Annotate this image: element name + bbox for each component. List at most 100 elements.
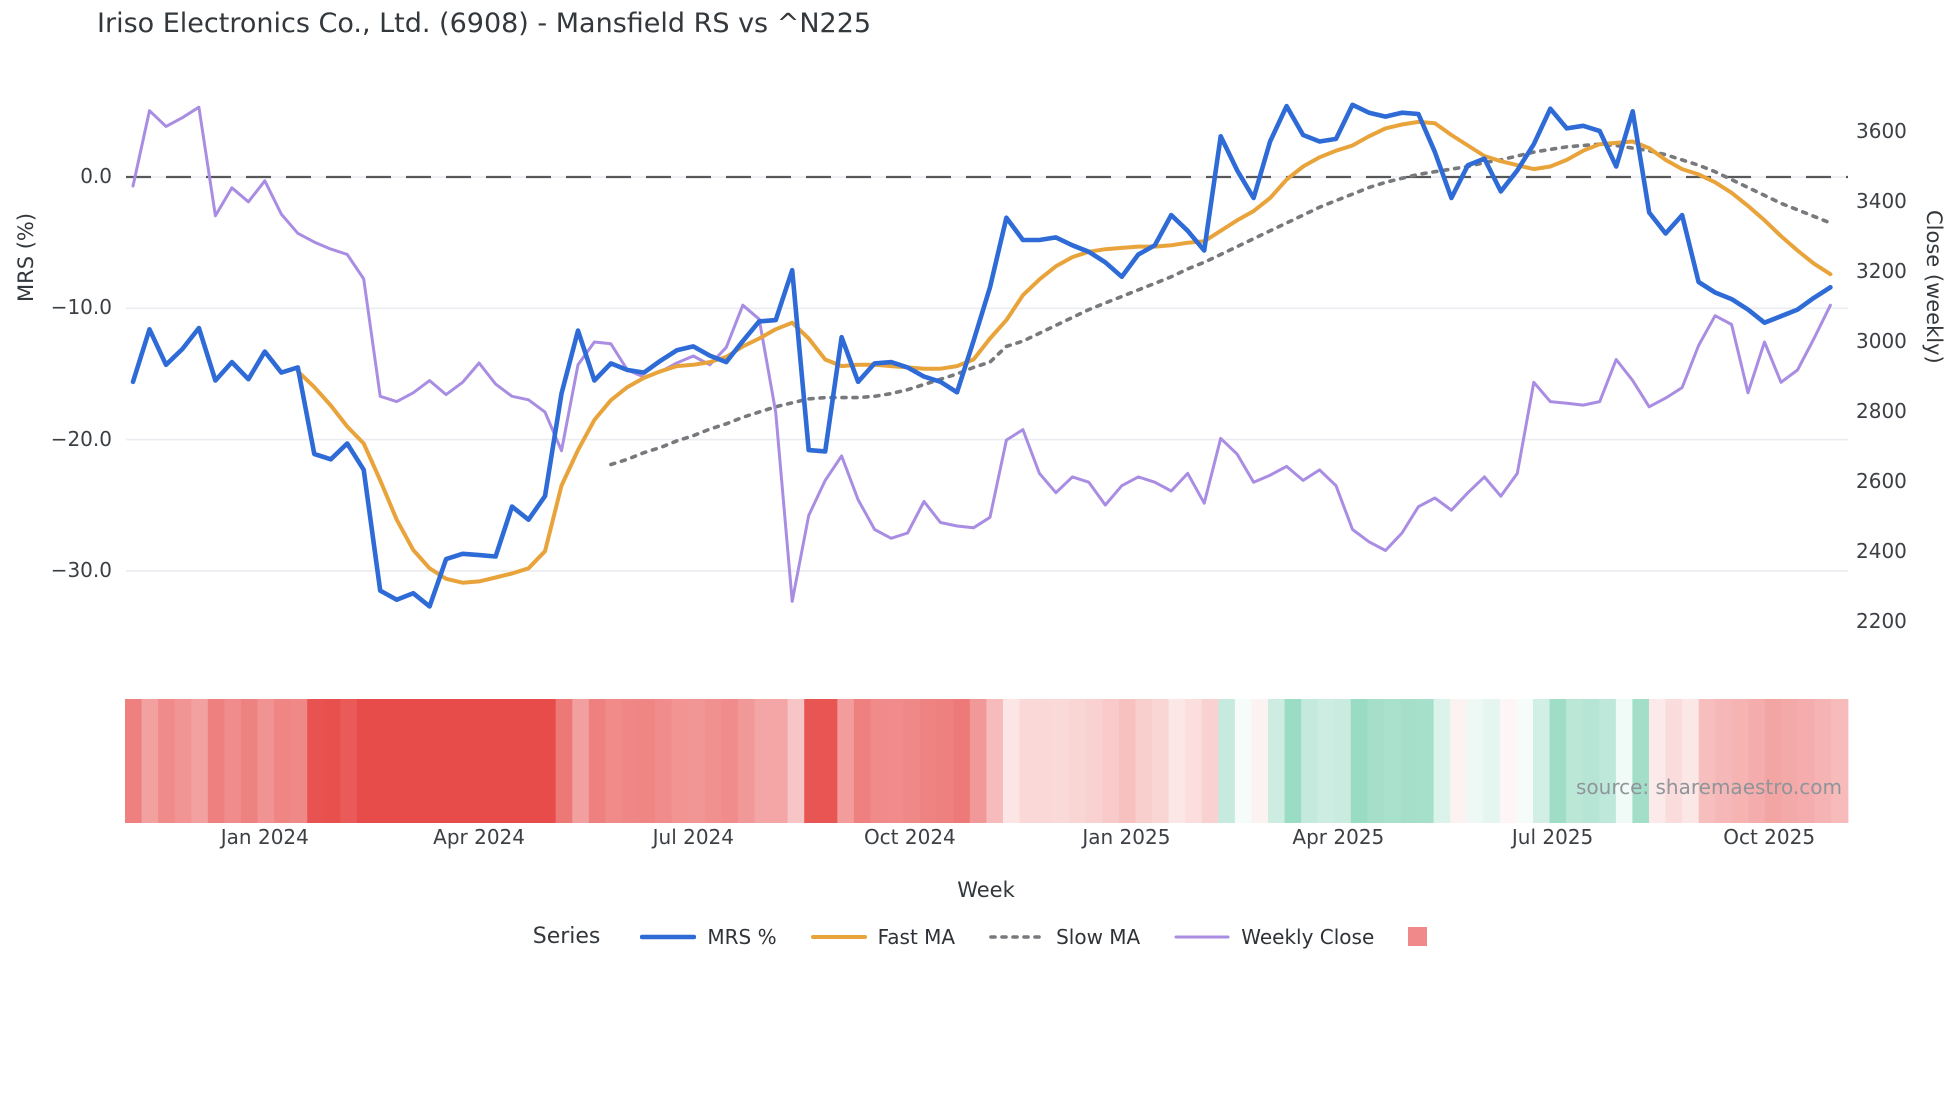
heat-strip-cell — [1499, 699, 1518, 823]
heat-strip-cell — [1234, 699, 1253, 823]
heat-strip-cell — [820, 699, 838, 823]
y-right-tick-label: 2600 — [1856, 469, 1907, 494]
heat-strip-cell — [1665, 699, 1683, 823]
heat-strip-cell — [406, 699, 424, 823]
series-line-slow-ma — [609, 142, 1833, 467]
heat-strip-cell — [472, 699, 491, 823]
series-line-fast-ma — [295, 119, 1833, 585]
heat-strip-cell — [671, 699, 689, 823]
y-left-tick-label: −20.0 — [50, 426, 112, 451]
x-axis-title: Week — [957, 878, 1015, 902]
y-left-tick-label: −30.0 — [50, 557, 112, 582]
heat-strip-cell — [1268, 699, 1286, 823]
heat-strip-cell — [688, 699, 706, 823]
legend-items: MRS % Fast MA Slow MA Weekly Close — [640, 924, 1428, 949]
heat-strip-cell — [1350, 699, 1368, 823]
y-right-tick-label: 2800 — [1856, 399, 1907, 424]
x-tick-label: Jul 2024 — [652, 825, 735, 849]
heat-strip-cell — [1383, 699, 1402, 823]
heat-strip-cell — [456, 699, 474, 823]
legend-item-slow-ma: Slow MA — [989, 925, 1140, 949]
x-tick-label: Jan 2024 — [220, 825, 309, 849]
legend-item-label: MRS % — [707, 924, 777, 949]
x-tick-label: Apr 2024 — [433, 825, 526, 849]
x-tick-label: Apr 2025 — [1292, 825, 1385, 849]
x-tick-label: Oct 2025 — [1723, 825, 1816, 849]
legend-item-weekly-close: Weekly Close — [1174, 925, 1374, 949]
heat-strip-cell — [704, 699, 722, 823]
heat-strip-cell — [1334, 699, 1352, 823]
heat-strip-cell — [141, 699, 159, 823]
legend-item-label: Slow MA — [1056, 924, 1141, 949]
heat-strip-cell — [1317, 699, 1335, 823]
heat-strip-cell — [125, 699, 143, 823]
heat-strip-cell — [1599, 699, 1617, 823]
heat-strip-cell — [853, 699, 872, 823]
heat-strip-cell — [1284, 699, 1302, 823]
heat-strip-cell — [1831, 699, 1849, 823]
heat-strip-cell — [191, 699, 209, 823]
heat-strip-cell — [174, 699, 192, 823]
heat-strip-cell — [1615, 699, 1634, 823]
heat-strip-cell — [1814, 699, 1832, 823]
legend-swatch-icon — [810, 934, 867, 939]
heat-strip-cell — [837, 699, 855, 823]
heat-strip-cell — [1069, 699, 1087, 823]
chart-title: Iriso Electronics Co., Ltd. (6908) - Man… — [97, 8, 872, 39]
y-axis-right-title: Close (weekly) — [1922, 210, 1946, 364]
legend-swatch-icon — [989, 934, 1045, 939]
heat-strip-cell — [158, 699, 176, 823]
x-tick-label: Oct 2024 — [863, 825, 956, 849]
heat-strip-cell — [1367, 699, 1385, 823]
heat-strip-cell — [1118, 699, 1137, 823]
heat-strip-cell — [1682, 699, 1700, 823]
legend: Series MRS % Fast MA Slow MA Weekly Clos… — [0, 924, 1960, 949]
heat-strip-cell — [241, 699, 259, 823]
heat-strip-cell — [754, 699, 772, 823]
heat-strip-cell — [1483, 699, 1501, 823]
heat-strip-cell — [1052, 699, 1070, 823]
heat-strip-cell — [1731, 699, 1749, 823]
heat-strip-cell — [903, 699, 921, 823]
heat-strip-cell — [1168, 699, 1186, 823]
heat-strip-cell — [605, 699, 623, 823]
heat-strip-cell — [572, 699, 590, 823]
heat-strip-cell — [1632, 699, 1650, 823]
heat-strip-cell — [804, 699, 822, 823]
heat-strip-cell — [787, 699, 805, 823]
heat-strip-cell — [1566, 699, 1584, 823]
heat-strip-cell — [1582, 699, 1600, 823]
y-right-tick-label: 3600 — [1856, 118, 1907, 143]
x-tick-label: Jul 2025 — [1511, 825, 1594, 849]
heat-strip-cell — [986, 699, 1004, 823]
heat-strip-cell — [274, 699, 292, 823]
series-line-weekly-close — [131, 105, 1832, 603]
heat-strip-cell — [655, 699, 673, 823]
heat-strip-cell — [307, 699, 325, 823]
heat-strip-cell — [1135, 699, 1153, 823]
heat-strip-cell — [1715, 699, 1733, 823]
legend-item-label: Fast MA — [877, 924, 956, 949]
heat-strip-cell — [1516, 699, 1534, 823]
heat-strip-cell — [290, 699, 308, 823]
y-axis-left-title: MRS (%) — [14, 212, 38, 302]
heat-strip-cell — [555, 699, 573, 823]
heat-strip-cell — [1549, 699, 1567, 823]
heat-strip-cell — [1533, 699, 1551, 823]
x-tick-label: Jan 2025 — [1082, 825, 1171, 849]
heat-strip-cell — [737, 699, 756, 823]
heat-strip-cell — [1218, 699, 1236, 823]
y-left-tick-label: 0.0 — [80, 164, 112, 188]
heat-strip-cell — [1798, 699, 1816, 823]
source-attribution: source: sharemaestro.com — [1576, 775, 1842, 799]
heat-strip-cell — [1201, 699, 1219, 823]
heat-strip-cell — [953, 699, 971, 823]
heat-strip-cell — [489, 699, 507, 823]
heat-strip-cell — [1301, 699, 1319, 823]
heat-strip-cell — [1102, 699, 1120, 823]
heat-strip-cell — [887, 699, 905, 823]
legend-swatch-icon — [1174, 935, 1230, 938]
heat-strip-cell — [1748, 699, 1766, 823]
legend-title: Series — [532, 924, 601, 949]
